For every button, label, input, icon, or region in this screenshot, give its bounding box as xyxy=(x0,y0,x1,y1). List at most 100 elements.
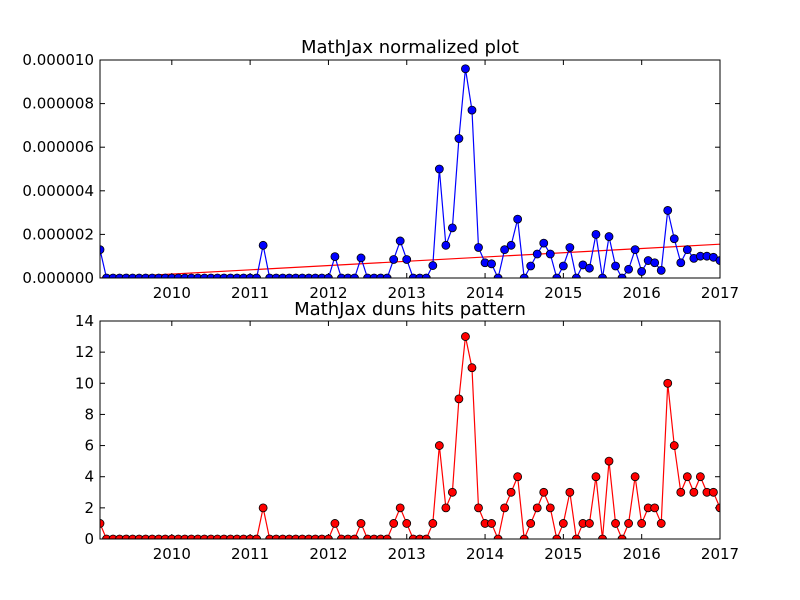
y-tick-label: 2 xyxy=(84,499,94,517)
data-point xyxy=(128,534,138,539)
data-point xyxy=(493,273,503,278)
data-point xyxy=(160,534,170,539)
data-point xyxy=(134,273,144,278)
data-point xyxy=(291,273,301,278)
series-line xyxy=(100,336,720,539)
data-point xyxy=(343,273,353,278)
data-point xyxy=(193,534,203,539)
data-point xyxy=(604,456,614,466)
data-point xyxy=(369,534,379,539)
data-point xyxy=(611,519,620,528)
data-point xyxy=(624,519,633,528)
data-point xyxy=(402,519,412,528)
data-point xyxy=(500,245,510,255)
y-tick-label: 6 xyxy=(84,437,94,455)
y-tick-label: 14 xyxy=(75,312,94,330)
chart-title: MathJax duns hits pattern xyxy=(294,299,526,320)
data-point xyxy=(565,243,575,252)
data-point xyxy=(630,472,640,482)
data-point xyxy=(232,273,242,278)
data-point xyxy=(271,273,281,278)
data-point xyxy=(736,252,744,260)
data-point xyxy=(278,534,288,539)
data-point xyxy=(173,534,183,539)
chart-duns-hits: MathJax duns hits pattern 0 2 4 6 8 10 12 14 201… xyxy=(75,299,744,563)
data-point xyxy=(552,273,562,278)
data-point xyxy=(611,261,620,271)
data-point xyxy=(532,249,542,259)
data-point xyxy=(434,164,444,174)
data-point xyxy=(147,273,157,278)
data-point xyxy=(186,534,196,539)
data-point xyxy=(591,229,601,239)
data-point xyxy=(695,472,705,482)
chart-title: MathJax normalized plot xyxy=(301,37,519,58)
data-point xyxy=(441,503,451,513)
data-point xyxy=(736,488,744,496)
data-point xyxy=(487,519,496,528)
data-point xyxy=(356,253,366,263)
data-point xyxy=(108,534,118,539)
data-point xyxy=(141,534,151,539)
data-point xyxy=(441,240,451,250)
data-point xyxy=(656,265,666,275)
data-point xyxy=(474,503,483,513)
data-point xyxy=(102,534,111,539)
data-point xyxy=(722,254,730,262)
series-line xyxy=(100,68,720,278)
data-point xyxy=(134,534,144,539)
data-point xyxy=(617,534,627,539)
data-point xyxy=(108,273,118,278)
data-point xyxy=(252,273,262,278)
data-point xyxy=(676,258,686,268)
y-tick-label: 0.000008 xyxy=(22,95,94,113)
data-point xyxy=(193,273,203,278)
x-tick-label: 2014 xyxy=(466,545,504,563)
data-point xyxy=(115,534,124,539)
data-point xyxy=(304,273,314,278)
data-point xyxy=(454,134,464,143)
data-point xyxy=(689,487,699,497)
data-point xyxy=(363,273,372,278)
data-point xyxy=(167,273,177,278)
data-point xyxy=(173,273,183,278)
data-point xyxy=(271,534,281,539)
data-point xyxy=(571,534,581,539)
data-point xyxy=(356,519,366,528)
data-point xyxy=(239,534,248,539)
y-tick-label: 10 xyxy=(75,374,94,392)
data-point xyxy=(186,273,196,278)
data-point xyxy=(219,534,229,539)
data-point xyxy=(487,259,496,269)
data-point xyxy=(284,534,294,539)
data-point xyxy=(676,487,686,497)
data-point xyxy=(617,273,627,278)
data-layer xyxy=(100,332,744,539)
data-point xyxy=(147,534,157,539)
data-point xyxy=(376,534,386,539)
data-point xyxy=(102,273,111,278)
data-point xyxy=(663,378,673,388)
data-point xyxy=(669,234,679,244)
data-point xyxy=(493,534,503,539)
data-point xyxy=(337,273,346,278)
data-point xyxy=(591,472,601,482)
data-point xyxy=(265,534,275,539)
data-point xyxy=(258,240,268,250)
data-point xyxy=(160,273,170,278)
x-tick-label: 2013 xyxy=(388,545,426,563)
data-point xyxy=(100,245,105,255)
data-point xyxy=(565,487,575,497)
data-point xyxy=(167,534,177,539)
data-point xyxy=(200,273,209,278)
x-tick-label: 2011 xyxy=(231,545,269,563)
data-point xyxy=(232,534,242,539)
data-point xyxy=(363,534,372,539)
data-point xyxy=(245,534,255,539)
x-tick-label: 2016 xyxy=(623,545,661,563)
data-point xyxy=(408,534,418,539)
data-point xyxy=(376,273,386,278)
y-tick-label: 0.000010 xyxy=(22,51,94,69)
data-point xyxy=(291,534,301,539)
data-point xyxy=(252,534,262,539)
